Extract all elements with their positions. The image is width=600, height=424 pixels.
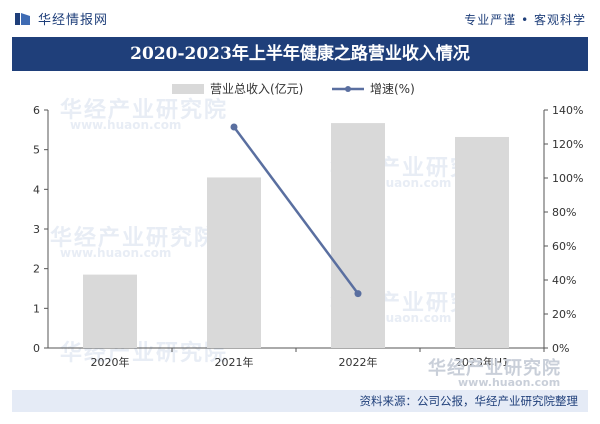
bar-2: [331, 123, 385, 348]
watermark: 华经产业研究院: [50, 226, 219, 251]
tagline: 专业严谨 • 客观科学: [464, 13, 586, 27]
bar-3: [455, 136, 509, 348]
y-right-tick-label: 60%: [552, 240, 576, 253]
x-tick-label: 2021年: [215, 355, 254, 369]
legend-line-swatch: [332, 85, 364, 92]
y-left-tick-label: 0: [33, 342, 40, 355]
x-tick-label: 2020年: [91, 355, 130, 369]
y-right-tick-label: 0%: [552, 342, 569, 355]
logo-icon: [15, 12, 30, 25]
y-right-tick-label: 100%: [552, 172, 583, 185]
y-left-tick-label: 1: [33, 302, 40, 315]
watermark-corner: 华经产业研究院: [428, 358, 561, 379]
brand-name: 华经情报网: [38, 13, 109, 28]
watermark: 华经产业研究院: [60, 98, 229, 123]
x-tick-label: 2023年H1: [455, 355, 509, 369]
y-left-tick-label: 4: [33, 183, 40, 196]
bar-1: [207, 177, 261, 348]
brand: 华经情报网: [14, 9, 108, 28]
legend-label-revenue: 营业总收入(亿元): [210, 82, 304, 96]
y-left-tick-label: 3: [33, 223, 40, 236]
legend-bar-swatch: [172, 83, 204, 94]
watermark-url: www.huaon.com: [70, 118, 182, 132]
y-right-tick-label: 120%: [552, 138, 583, 151]
y-right-tick-label: 140%: [552, 104, 583, 117]
y-left-tick-label: 5: [33, 144, 40, 157]
y-left-tick-label: 6: [33, 104, 40, 117]
y-right-tick-label: 40%: [552, 274, 576, 287]
watermark-corner-url: www.huaon.com: [458, 376, 561, 389]
source-note: 资料来源：公司公报，华经产业研究院整理: [12, 390, 588, 412]
y-right-tick-label: 20%: [552, 308, 576, 321]
top-bar: 华经情报网 专业严谨 • 客观科学: [0, 0, 600, 36]
growth-line: [232, 126, 360, 295]
chart-title: 2020-2023年上半年健康之路营业收入情况: [12, 37, 588, 71]
y-right-tick-label: 80%: [552, 206, 576, 219]
growth-point-1: [354, 290, 362, 298]
growth-point-0: [230, 123, 238, 131]
y-left-tick-label: 2: [33, 263, 40, 276]
legend: 营业总收入(亿元) 增速(%): [0, 80, 600, 96]
bar-0: [83, 274, 137, 348]
watermark-url: www.huaon.com: [60, 246, 172, 260]
legend-label-growth: 增速(%): [370, 82, 415, 96]
x-tick-label: 2022年: [339, 355, 378, 369]
legend-item-revenue: 营业总收入(亿元): [172, 80, 303, 97]
legend-item-growth: 增速(%): [332, 80, 415, 97]
